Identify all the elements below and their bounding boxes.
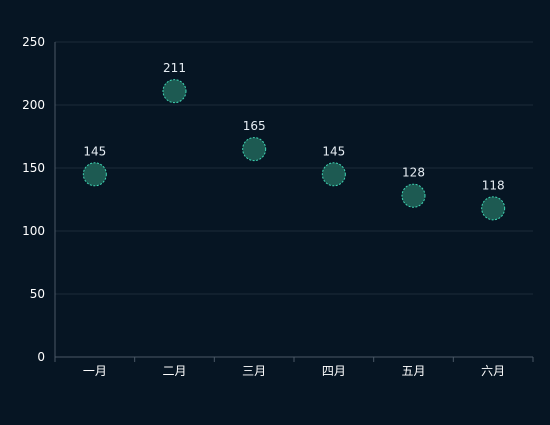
data-point: [162, 79, 187, 104]
data-label: 165: [243, 119, 266, 133]
data-label: 145: [322, 144, 345, 158]
grid-layer: [55, 41, 533, 295]
y-tick-label: 100: [22, 224, 45, 238]
y-tick-label: 250: [22, 35, 45, 49]
data-point: [401, 183, 426, 208]
data-label: 211: [163, 61, 186, 75]
data-label: 118: [482, 178, 505, 192]
y-tick-label: 200: [22, 98, 45, 112]
data-point: [242, 137, 267, 162]
data-label: 128: [402, 166, 425, 180]
x-tick-label: 三月: [242, 364, 266, 378]
y-tick-label: 50: [30, 287, 45, 301]
mark-layer: 145 211 165 145 128 118: [82, 61, 506, 221]
y-tick-label: 0: [37, 350, 45, 364]
data-point: [481, 196, 506, 221]
x-tick-label: 一月: [83, 364, 107, 378]
y-tick-label: 150: [22, 161, 45, 175]
x-tick-label: 六月: [481, 364, 505, 378]
data-label: 145: [83, 144, 106, 158]
x-tick-label: 二月: [162, 364, 186, 378]
x-tick-label: 五月: [401, 364, 425, 378]
data-point: [82, 162, 107, 187]
x-tick-label: 四月: [322, 364, 346, 378]
data-point: [321, 162, 346, 187]
axis-layer: 0 50 100 150 200 250 一月 二月 三月 四月 五月 六月: [22, 35, 534, 378]
